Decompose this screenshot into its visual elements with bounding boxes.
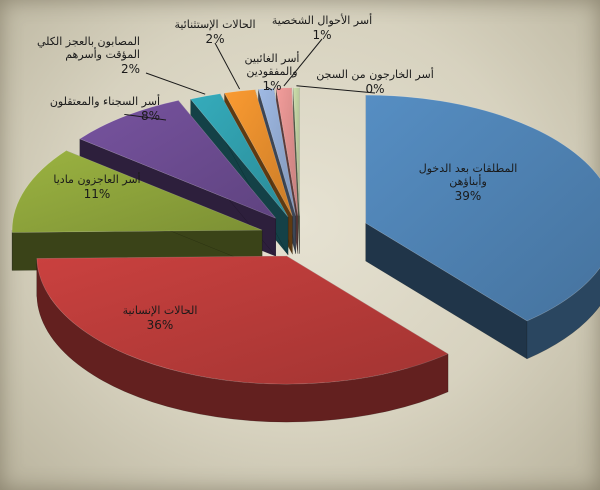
slice-label-line: أسر الأحوال الشخصية bbox=[272, 13, 372, 27]
slice-label-line: الحالات الإستثنائية bbox=[174, 18, 255, 31]
leader-line bbox=[214, 42, 241, 90]
pie-slice-1 bbox=[365, 94, 600, 360]
slice-percent: 11% bbox=[84, 187, 111, 201]
slice-percent: 39% bbox=[455, 189, 482, 203]
slice-label-line: المطلقات بعد الدخول bbox=[419, 162, 518, 175]
slice-label-line: الحالات الإنسانية bbox=[123, 304, 198, 317]
slice-label-line: أسر الغائبين bbox=[245, 51, 300, 65]
leader-line bbox=[283, 38, 323, 87]
slice-percent: 2% bbox=[121, 62, 140, 76]
slice-percent: 36% bbox=[147, 318, 174, 332]
slice-percent: 8% bbox=[141, 109, 160, 123]
slice-label-line: المصابون بالعجز الكلي bbox=[37, 35, 140, 48]
slice-label-line: أسر السجناء والمعتقلون bbox=[50, 94, 160, 108]
leader-line bbox=[124, 113, 167, 121]
slice-label-line: المؤقت وأسرهم bbox=[65, 47, 140, 61]
slice-label-line: وأبناؤهن bbox=[449, 174, 487, 188]
slice-label-line: أسر الخارجون من السجن bbox=[316, 67, 434, 81]
leader-line bbox=[265, 86, 273, 91]
pie-slice-2 bbox=[36, 255, 449, 423]
slice-label-line: أسر العاجزون ماديا bbox=[53, 172, 140, 186]
leader-line bbox=[296, 85, 376, 94]
slice-percent: 2% bbox=[205, 32, 224, 46]
leader-line bbox=[145, 72, 206, 95]
slice-label-line: والمفقودين bbox=[246, 65, 297, 78]
slice-percent: 0% bbox=[365, 82, 384, 96]
slice-percent: 1% bbox=[262, 79, 281, 93]
slice-percent: 1% bbox=[312, 28, 331, 42]
